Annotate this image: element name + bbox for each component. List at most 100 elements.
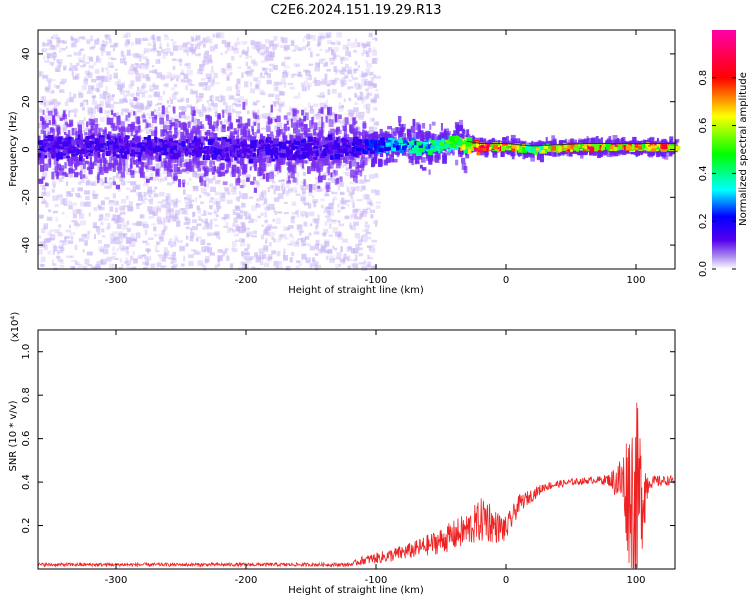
spectrogram-cloud [396, 127, 400, 135]
spectrogram-noise [276, 122, 283, 128]
spectrogram-noise [320, 113, 326, 116]
spectrogram-noise [115, 68, 118, 71]
spectrogram-noise [42, 184, 45, 189]
spectrogram-noise [300, 82, 303, 87]
spectrogram-noise [97, 231, 101, 235]
spectrogram-noise [184, 197, 188, 200]
spectrogram-noise [347, 39, 351, 42]
spectrogram-cloud [447, 151, 451, 156]
spectrogram-noise [103, 217, 109, 221]
spectrogram-noise [213, 201, 218, 205]
spectrogram-noise [171, 118, 176, 122]
spectrogram-noise [187, 198, 190, 203]
spectrogram-noise [52, 184, 56, 188]
spectrogram-cloud [222, 124, 226, 129]
spectrogram-noise [242, 222, 246, 227]
spectrogram-noise [375, 190, 380, 196]
spectrogram-cloud [69, 121, 73, 127]
spectrogram-noise [274, 125, 278, 132]
spectrogram-noise [238, 191, 241, 194]
spectrogram-noise [192, 185, 198, 189]
spectrogram-noise [112, 193, 116, 199]
spectrogram-noise [155, 69, 158, 74]
spectrogram-cloud [282, 133, 285, 140]
spectrogram-noise [143, 197, 148, 200]
spectrogram-noise [239, 103, 242, 106]
spectrogram-noise [231, 160, 237, 167]
spectrogram-noise [367, 236, 372, 240]
spectrogram-noise [148, 237, 154, 241]
spectrogram-cloud [87, 161, 93, 170]
spectrogram-noise [323, 228, 329, 233]
spectrogram-noise [283, 187, 286, 190]
spectrogram-cloud [356, 161, 360, 169]
spectrogram-noise [213, 105, 218, 111]
spectrogram-cloud [192, 125, 196, 134]
spectrogram-noise [114, 237, 120, 242]
spectrogram-noise [375, 88, 379, 92]
spectrogram-noise [106, 51, 111, 56]
spectrogram-noise [300, 184, 304, 191]
spectrogram-noise [241, 239, 245, 243]
spectrogram-noise [280, 234, 287, 238]
spectrogram-noise [43, 43, 50, 47]
spectrogram-noise [196, 236, 202, 240]
spectrogram-noise [315, 181, 321, 184]
spectrogram-noise [343, 253, 347, 260]
spectrogram-noise [111, 263, 116, 270]
spectrogram-noise [321, 245, 326, 251]
spectrogram-noise [356, 126, 361, 130]
spectrogram-noise [269, 69, 274, 73]
spectrogram-noise [152, 65, 155, 68]
spectrogram-noise [137, 255, 143, 259]
spectrogram-noise [107, 62, 114, 68]
spectrogram-cloud [181, 168, 187, 173]
spectrogram-noise [88, 85, 94, 91]
spectrogram-cloud [39, 164, 44, 172]
spectrogram-noise [206, 36, 210, 42]
spectrogram-noise [98, 206, 102, 209]
spectrogram-cloud [91, 123, 95, 131]
spectrogram-noise [96, 88, 100, 93]
spectrogram-cloud [300, 127, 305, 132]
spectrogram-cloud [281, 139, 286, 143]
spectrogram-cloud [219, 120, 223, 125]
spectrogram-noise [75, 192, 80, 197]
spectrogram-noise [181, 107, 187, 112]
spectrogram-cloud [590, 138, 594, 144]
spectrogram-noise [307, 41, 311, 46]
spectrogram-noise [182, 212, 185, 215]
spectrogram-noise [39, 71, 44, 76]
spectrogram-noise [340, 81, 345, 87]
spectrogram-cloud [320, 107, 324, 114]
spectrogram-noise [255, 85, 260, 90]
spectrogram-cloud [174, 132, 179, 138]
spectrogram-noise [96, 37, 100, 41]
spectrogram-noise [197, 218, 203, 221]
spectrogram-cloud [391, 128, 396, 134]
spectrogram-noise [136, 192, 141, 196]
spectrogram-noise [316, 44, 320, 47]
spectrogram-cloud [545, 137, 548, 146]
spectrogram-noise [64, 119, 68, 123]
spectrogram-noise [147, 248, 150, 254]
spectrogram-cloud [177, 167, 181, 172]
spectrogram-noise [285, 192, 289, 196]
spectrogram-noise [324, 104, 329, 109]
spectrogram-noise [82, 265, 88, 271]
spectrogram-noise [360, 189, 363, 192]
spectrogram-noise [249, 218, 254, 222]
spectrogram-cloud [289, 134, 294, 143]
spectrogram-noise [314, 80, 321, 86]
spectrogram-noise [283, 201, 288, 204]
spectrogram-noise [331, 191, 335, 195]
spectrogram-noise [190, 233, 197, 236]
spectrogram-noise [363, 83, 368, 86]
spectrogram-noise [299, 161, 303, 167]
spectrogram-cloud [64, 132, 67, 135]
spectrogram-noise [147, 206, 153, 212]
spectrogram-noise [84, 240, 88, 246]
spectrogram-noise [226, 199, 233, 204]
spectrogram-noise [93, 234, 96, 239]
spectrogram-core [352, 151, 359, 157]
